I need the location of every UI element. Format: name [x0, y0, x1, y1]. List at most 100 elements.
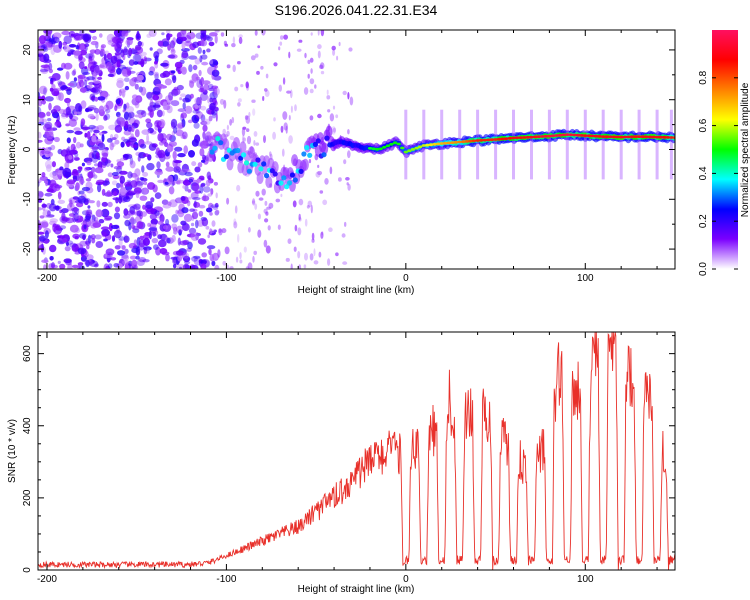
- noise-speck: [116, 67, 122, 75]
- noise-speck: [157, 179, 165, 184]
- noise-speck: [202, 80, 211, 85]
- noise-speck: [91, 146, 99, 150]
- noise-speck: [80, 118, 86, 126]
- noise-speck: [218, 228, 223, 236]
- ridge-core: [289, 172, 295, 178]
- noise-speck: [123, 111, 132, 121]
- noise-speck: [201, 252, 207, 258]
- noise-speck: [147, 182, 156, 190]
- noise-speck: [176, 40, 183, 44]
- noise-speck: [185, 107, 191, 114]
- noise-speck: [203, 83, 210, 91]
- noise-speck: [237, 102, 241, 107]
- noise-speck: [197, 238, 207, 245]
- ridge-peak: [583, 134, 588, 138]
- noise-speck: [101, 231, 107, 238]
- ridge-peak: [547, 134, 552, 138]
- noise-speck: [157, 133, 163, 142]
- noise-speck: [148, 143, 157, 151]
- ridge-peak: [479, 138, 484, 142]
- noise-speck: [61, 208, 69, 214]
- noise-speck: [132, 77, 138, 82]
- noise-speck: [95, 152, 100, 160]
- noise-speck: [154, 119, 162, 128]
- noise-speck: [208, 41, 215, 47]
- noise-speck: [136, 74, 144, 81]
- noise-speck: [52, 223, 57, 233]
- noise-speck: [72, 207, 80, 216]
- noise-speck: [180, 220, 187, 226]
- noise-speck: [54, 184, 63, 189]
- noise-speck: [213, 87, 218, 96]
- ridge-peak: [418, 145, 423, 149]
- noise-speck: [105, 61, 113, 70]
- ridge-peak: [647, 135, 653, 139]
- noise-speck: [149, 47, 153, 51]
- noise-speck: [136, 210, 143, 217]
- noise-speck: [75, 44, 80, 50]
- ridge-peak: [471, 139, 477, 143]
- noise-speck: [107, 73, 114, 78]
- noise-speck: [265, 211, 269, 216]
- noise-speck: [210, 257, 214, 262]
- noise-speck: [168, 186, 175, 195]
- noise-speck: [163, 178, 167, 183]
- noise-speck: [189, 208, 196, 212]
- noise-speck: [122, 109, 126, 113]
- noise-speck: [179, 168, 189, 173]
- noise-speck: [257, 229, 262, 238]
- ridge-peak: [396, 142, 401, 146]
- noise-speck: [55, 225, 60, 231]
- noise-speck: [335, 252, 339, 257]
- noise-speck: [49, 171, 56, 178]
- noise-speck: [173, 126, 178, 134]
- noise-speck: [307, 59, 311, 65]
- noise-speck: [319, 190, 324, 194]
- noise-speck: [193, 122, 200, 129]
- noise-speck: [156, 168, 163, 173]
- noise-speck: [144, 141, 153, 145]
- ridge-core: [218, 140, 224, 146]
- noise-speck: [202, 124, 208, 132]
- noise-speck: [231, 116, 235, 124]
- noise-speck: [38, 85, 48, 95]
- noise-speck: [88, 52, 95, 61]
- noise-speck: [123, 111, 129, 120]
- noise-speck: [105, 248, 115, 256]
- noise-speck: [136, 221, 144, 229]
- noise-speck: [153, 51, 160, 59]
- noise-speck: [49, 255, 54, 261]
- noise-speck: [118, 195, 123, 204]
- noise-speck: [77, 75, 84, 84]
- noise-speck: [94, 64, 100, 74]
- noise-speck: [119, 170, 128, 175]
- ridge-peak: [579, 134, 584, 137]
- ridge-peak: [572, 133, 577, 137]
- noise-speck: [66, 129, 75, 134]
- noise-speck: [67, 202, 75, 212]
- ridge-streak: [530, 109, 533, 180]
- noise-speck: [87, 113, 95, 119]
- noise-speck: [148, 70, 154, 76]
- noise-speck: [48, 62, 53, 71]
- ridge-peak: [511, 136, 516, 140]
- noise-speck: [95, 209, 103, 218]
- colorbar-tick-label: 0.2: [698, 214, 709, 228]
- noise-speck: [320, 231, 324, 239]
- noise-speck: [136, 35, 141, 39]
- noise-speck: [264, 218, 269, 223]
- noise-speck: [209, 253, 214, 262]
- noise-speck: [60, 86, 68, 90]
- noise-speck: [201, 195, 210, 202]
- noise-speck: [140, 86, 147, 96]
- noise-speck: [290, 263, 293, 269]
- noise-speck: [226, 64, 231, 69]
- noise-speck: [45, 180, 49, 187]
- ridge-peak: [597, 135, 602, 138]
- noise-speck: [200, 84, 204, 93]
- noise-speck: [233, 221, 238, 229]
- noise-speck: [39, 69, 49, 73]
- noise-speck: [57, 191, 62, 200]
- noise-speck: [345, 177, 350, 181]
- noise-speck: [194, 105, 199, 109]
